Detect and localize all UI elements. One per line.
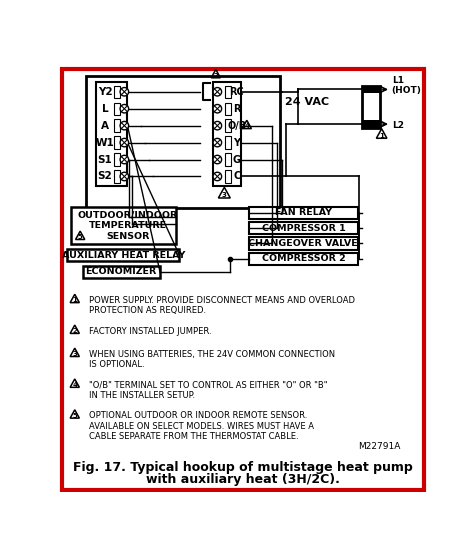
Text: ECONOMIZER: ECONOMIZER bbox=[86, 268, 157, 276]
FancyBboxPatch shape bbox=[67, 249, 179, 261]
Circle shape bbox=[213, 105, 222, 113]
FancyBboxPatch shape bbox=[114, 170, 120, 182]
Circle shape bbox=[213, 87, 222, 96]
Text: A: A bbox=[101, 121, 109, 131]
Text: 4: 4 bbox=[244, 123, 249, 129]
Text: FAN RELAY: FAN RELAY bbox=[275, 208, 332, 217]
FancyBboxPatch shape bbox=[86, 76, 280, 208]
Circle shape bbox=[120, 155, 128, 164]
FancyBboxPatch shape bbox=[225, 102, 230, 115]
Text: OUTDOOR/INDOOR
TEMPERATURE
SENSOR: OUTDOOR/INDOOR TEMPERATURE SENSOR bbox=[78, 211, 178, 241]
FancyBboxPatch shape bbox=[362, 86, 380, 93]
Text: "O/B" TERMINAL SET TO CONTROL AS EITHER "O" OR "B"
IN THE INSTALLER SETUP.: "O/B" TERMINAL SET TO CONTROL AS EITHER … bbox=[89, 380, 327, 400]
FancyBboxPatch shape bbox=[362, 120, 380, 128]
Circle shape bbox=[213, 138, 222, 147]
Text: COMPRESSOR 2: COMPRESSOR 2 bbox=[262, 254, 345, 263]
Circle shape bbox=[120, 138, 128, 147]
FancyBboxPatch shape bbox=[62, 69, 424, 490]
Text: W1: W1 bbox=[96, 138, 114, 148]
FancyBboxPatch shape bbox=[114, 119, 120, 132]
FancyBboxPatch shape bbox=[249, 253, 357, 265]
Text: Y: Y bbox=[233, 138, 240, 148]
Text: WHEN USING BATTERIES, THE 24V COMMON CONNECTION
IS OPTIONAL.: WHEN USING BATTERIES, THE 24V COMMON CON… bbox=[89, 349, 335, 369]
Text: with auxiliary heat (3H/2C).: with auxiliary heat (3H/2C). bbox=[146, 473, 340, 486]
FancyBboxPatch shape bbox=[82, 266, 160, 278]
FancyBboxPatch shape bbox=[114, 102, 120, 115]
Text: FACTORY INSTALLED JUMPER.: FACTORY INSTALLED JUMPER. bbox=[89, 327, 211, 336]
Text: S1: S1 bbox=[98, 154, 112, 165]
Circle shape bbox=[213, 122, 222, 130]
Circle shape bbox=[120, 105, 128, 113]
FancyBboxPatch shape bbox=[362, 86, 380, 128]
FancyBboxPatch shape bbox=[114, 137, 120, 149]
FancyBboxPatch shape bbox=[213, 82, 241, 186]
FancyBboxPatch shape bbox=[225, 170, 230, 182]
Text: L2: L2 bbox=[392, 121, 404, 130]
Circle shape bbox=[213, 155, 222, 164]
FancyBboxPatch shape bbox=[249, 222, 357, 234]
Text: RC: RC bbox=[229, 87, 244, 97]
Text: AUXILIARY HEAT RELAY: AUXILIARY HEAT RELAY bbox=[62, 251, 185, 259]
Text: O/B: O/B bbox=[227, 121, 246, 131]
Circle shape bbox=[120, 122, 128, 130]
Text: S2: S2 bbox=[98, 171, 112, 181]
FancyBboxPatch shape bbox=[225, 86, 230, 98]
Text: Fig. 17. Typical hookup of multistage heat pump: Fig. 17. Typical hookup of multistage he… bbox=[73, 461, 413, 474]
FancyBboxPatch shape bbox=[225, 153, 230, 166]
Text: POWER SUPPLY. PROVIDE DISCONNECT MEANS AND OVERLOAD
PROTECTION AS REQUIRED.: POWER SUPPLY. PROVIDE DISCONNECT MEANS A… bbox=[89, 296, 355, 315]
Text: 5: 5 bbox=[78, 234, 82, 241]
Text: 2: 2 bbox=[213, 72, 218, 79]
FancyBboxPatch shape bbox=[71, 207, 175, 244]
FancyBboxPatch shape bbox=[249, 237, 357, 249]
FancyBboxPatch shape bbox=[114, 153, 120, 166]
Text: 24 VAC: 24 VAC bbox=[285, 97, 329, 107]
Circle shape bbox=[213, 172, 222, 181]
Circle shape bbox=[120, 87, 128, 96]
Text: L1
(HOT): L1 (HOT) bbox=[392, 76, 421, 95]
FancyBboxPatch shape bbox=[225, 119, 230, 132]
Text: 5: 5 bbox=[73, 413, 77, 419]
FancyBboxPatch shape bbox=[249, 206, 357, 219]
Text: 1: 1 bbox=[73, 298, 77, 304]
FancyBboxPatch shape bbox=[114, 86, 120, 98]
Text: Y2: Y2 bbox=[98, 87, 112, 97]
Text: C: C bbox=[233, 171, 240, 181]
Text: G: G bbox=[233, 154, 241, 165]
FancyBboxPatch shape bbox=[225, 137, 230, 149]
Text: CHANGEOVER VALVE: CHANGEOVER VALVE bbox=[248, 239, 358, 248]
Circle shape bbox=[120, 172, 128, 181]
Text: 4: 4 bbox=[72, 382, 77, 388]
Text: 1: 1 bbox=[379, 133, 384, 139]
Text: R: R bbox=[233, 104, 240, 114]
Text: OPTIONAL OUTDOOR OR INDOOR REMOTE SENSOR.
AVAILABLE ON SELECT MODELS. WIRES MUST: OPTIONAL OUTDOOR OR INDOOR REMOTE SENSOR… bbox=[89, 411, 314, 441]
Text: L: L bbox=[101, 104, 108, 114]
Text: 2: 2 bbox=[73, 328, 77, 334]
Text: 3: 3 bbox=[73, 351, 77, 357]
Text: COMPRESSOR 1: COMPRESSOR 1 bbox=[262, 223, 345, 233]
Text: M22791A: M22791A bbox=[358, 442, 400, 451]
FancyBboxPatch shape bbox=[96, 82, 128, 186]
Text: 3: 3 bbox=[222, 192, 227, 198]
